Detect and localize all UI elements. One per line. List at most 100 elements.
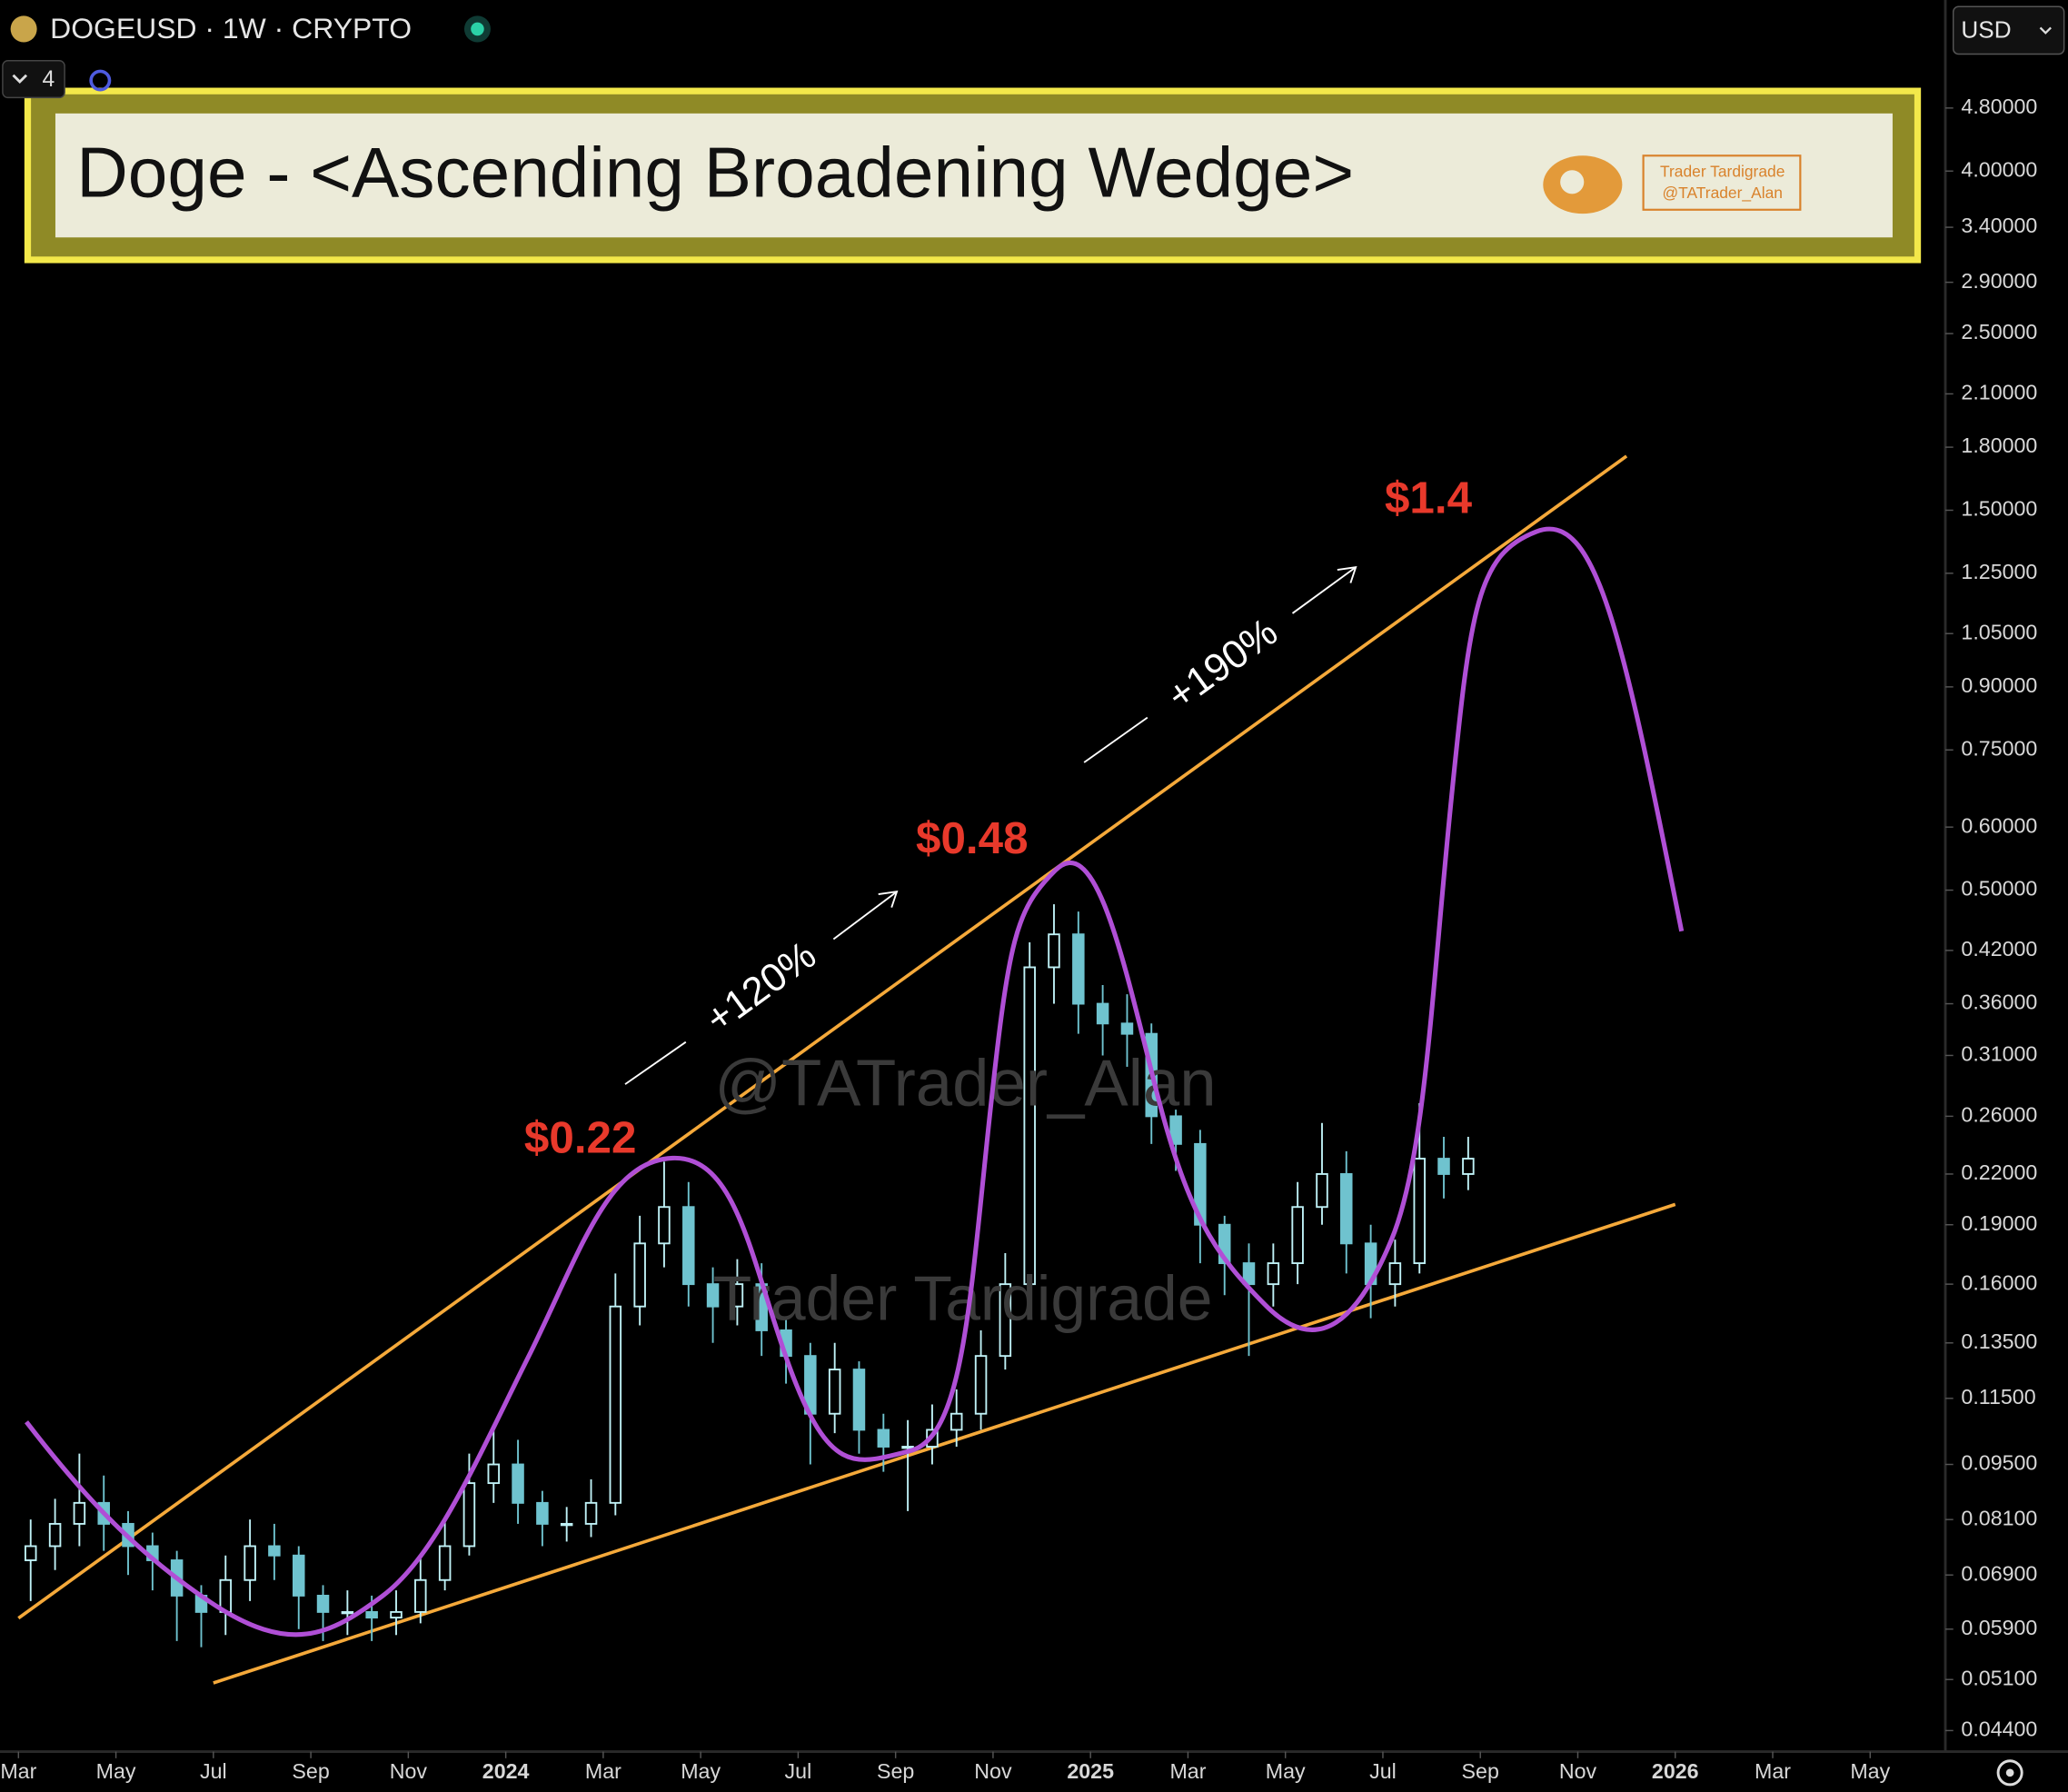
brand-logo: Trader Tardigrade @TATrader_Alan xyxy=(1543,154,1802,214)
candle-body xyxy=(1242,1262,1256,1286)
y-tick-label: 0.05900 xyxy=(1961,1616,2037,1639)
candle-body xyxy=(414,1578,427,1613)
candle-body xyxy=(341,1610,354,1615)
candle xyxy=(560,1507,573,1542)
candle-body xyxy=(877,1429,890,1448)
brand-handle: @TATrader_Alan xyxy=(1662,184,1782,202)
candle-body xyxy=(974,1355,988,1415)
candle xyxy=(1194,1130,1207,1264)
candle xyxy=(268,1523,281,1580)
candle-body xyxy=(560,1522,573,1527)
candle xyxy=(1096,984,1109,1056)
candle-body xyxy=(244,1545,256,1581)
candle xyxy=(1120,994,1134,1067)
sync-icon[interactable] xyxy=(89,69,112,92)
y-tick-label: 0.26000 xyxy=(1961,1103,2037,1127)
candle-body xyxy=(1194,1142,1207,1226)
candle xyxy=(999,1253,1012,1370)
y-tick-label: 0.06900 xyxy=(1961,1561,2037,1585)
y-tick-label: 2.10000 xyxy=(1961,381,2037,404)
y-tick-label: 0.75000 xyxy=(1961,736,2037,760)
candle xyxy=(1462,1137,1475,1190)
settings-icon[interactable] xyxy=(1996,1759,2023,1787)
candle-body xyxy=(316,1594,330,1613)
candle xyxy=(293,1546,305,1629)
y-tick-label: 4.00000 xyxy=(1961,157,2037,181)
candle xyxy=(1437,1137,1450,1199)
candle-body xyxy=(462,1482,476,1548)
candle-body xyxy=(536,1501,549,1525)
candle-body xyxy=(48,1522,62,1548)
y-tick-label: 1.05000 xyxy=(1961,620,2037,643)
candle xyxy=(341,1590,354,1636)
candle xyxy=(438,1519,452,1591)
candle xyxy=(512,1439,524,1524)
candle-body xyxy=(999,1283,1012,1358)
candle xyxy=(901,1419,914,1511)
x-tick-label: Mar xyxy=(0,1759,36,1783)
indicator-count: 4 xyxy=(42,67,55,92)
chevron xyxy=(2039,26,2052,35)
chart-title: Doge - <Ascending Broadening Wedge> xyxy=(76,133,1354,213)
arrow-head xyxy=(878,891,899,908)
candle-body xyxy=(633,1242,646,1308)
projection-curve xyxy=(25,526,1685,1638)
candle xyxy=(682,1181,695,1307)
candle-body xyxy=(390,1610,403,1619)
y-tick-label: 0.50000 xyxy=(1961,877,2037,901)
candle xyxy=(1023,941,1036,1296)
candle-body xyxy=(365,1610,378,1619)
candle-body xyxy=(901,1446,914,1449)
candle-body xyxy=(1023,966,1036,1286)
arrow-head xyxy=(1337,565,1357,583)
candle-body xyxy=(1291,1206,1304,1265)
x-tick-label: Jul xyxy=(785,1759,812,1783)
x-tick-label: 2025 xyxy=(1067,1759,1114,1783)
plot xyxy=(17,454,1676,1685)
x-tick-label: Nov xyxy=(1559,1759,1597,1783)
candle-body xyxy=(609,1305,622,1504)
x-tick-label: Nov xyxy=(390,1759,428,1783)
candle-body xyxy=(1413,1158,1426,1265)
currency: USD xyxy=(1961,16,2011,44)
arrow-line xyxy=(624,1040,687,1085)
brand-name: Trader Tardigrade xyxy=(1660,163,1785,181)
candle-body xyxy=(1072,933,1085,1005)
status-dot xyxy=(471,22,484,36)
y-tick-label: 0.60000 xyxy=(1961,813,2037,837)
candle-body xyxy=(1388,1262,1402,1286)
y-tick-label: 4.80000 xyxy=(1961,95,2037,118)
candle-body xyxy=(706,1283,720,1308)
y-tick-label: 0.04400 xyxy=(1961,1717,2037,1741)
y-tick-label: 0.13500 xyxy=(1961,1329,2037,1353)
y-tick-label: 0.36000 xyxy=(1961,991,2037,1014)
trendline xyxy=(17,454,1628,1620)
candle xyxy=(1291,1181,1304,1285)
candle-body xyxy=(1120,1022,1134,1035)
candle xyxy=(658,1161,671,1268)
candle xyxy=(1316,1122,1328,1225)
y-tick-label: 2.50000 xyxy=(1961,320,2037,343)
x-tick-label: Mar xyxy=(1755,1759,1791,1783)
y-tick-label: 0.42000 xyxy=(1961,937,2037,961)
currency-button[interactable] xyxy=(1952,5,2065,55)
candle xyxy=(414,1555,427,1624)
candle xyxy=(1388,1239,1402,1307)
candle-body xyxy=(293,1554,305,1597)
y-tick-label: 0.08100 xyxy=(1961,1506,2037,1529)
y-tick-label: 1.80000 xyxy=(1961,433,2037,457)
candle xyxy=(48,1498,62,1570)
x-tick-label: Sep xyxy=(877,1759,914,1783)
candle-body xyxy=(949,1412,963,1431)
x-tick-label: May xyxy=(96,1759,136,1783)
logo-icon xyxy=(1560,170,1585,194)
x-tick-label: May xyxy=(681,1759,721,1783)
candle xyxy=(1340,1150,1353,1274)
symbol[interactable]: DOGEUSD · 1W · CRYPTO xyxy=(50,12,412,45)
indicator-toggle[interactable] xyxy=(2,60,65,99)
y-tick-label: 0.90000 xyxy=(1961,673,2037,697)
settings-icon xyxy=(2005,1768,2014,1777)
y-tick-label: 0.22000 xyxy=(1961,1160,2037,1184)
candle-body xyxy=(73,1501,86,1525)
